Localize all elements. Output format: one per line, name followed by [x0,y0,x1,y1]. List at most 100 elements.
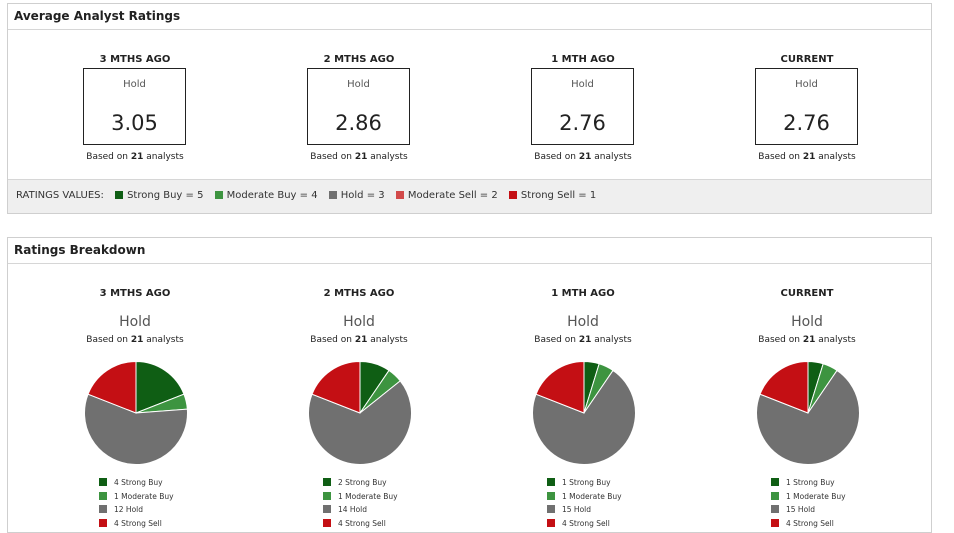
pie-slice-strong-sell [759,361,809,414]
based-on-text: Based on 21 analysts [310,152,408,162]
avg-col-3-months-ago: 3 MTHS AGO [35,54,235,65]
based-on-text: Based on 21 analysts [758,152,856,162]
strong-sell-swatch [99,518,107,527]
rating-label: Hold [791,314,823,330]
strong-buy-swatch [547,478,555,486]
legend-item-moderate-buy: 1 Moderate Buy [547,490,622,504]
pie-slice-hold [532,369,636,465]
legend-item-strong-sell: 4 Strong Sell [323,517,398,531]
avg-rating-box: Hold 2.86 [307,68,410,145]
based-on-text: Based on 21 analysts [534,152,632,162]
pie-chart [532,361,636,465]
ratings-breakdown-panel: Ratings Breakdown 3 MTHS AGO Hold Based … [7,237,932,533]
moderate-buy-swatch [99,491,107,500]
analyst-count: 21 [354,152,368,162]
pie-legend: 1 Strong Buy 1 Moderate Buy 15 Hold 4 St… [771,476,846,530]
period-label: 1 MTH AGO [551,288,615,299]
rating-label: Hold [119,314,151,330]
legend-item-strong-buy: 1 Strong Buy [547,476,622,490]
based-on-text: Based on 21 analysts [758,335,856,345]
analyst-count: 21 [130,152,144,162]
strong-sell-swatch [547,518,555,527]
analyst-count: 21 [578,152,592,162]
pie-slice-strong-buy [135,361,185,414]
hold-swatch [323,505,331,513]
legend-item-moderate-buy: 1 Moderate Buy [323,490,398,504]
analyst-count: 21 [578,335,592,345]
rating-label: Hold [571,79,594,90]
based-on-text: Based on 21 analysts [86,152,184,162]
period-label: 3 MTHS AGO [99,54,171,65]
ratings-breakdown-title: Ratings Breakdown [8,238,931,264]
pie-chart [308,361,412,465]
legend-item-strong-sell: 4 Strong Sell [547,517,622,531]
hold-swatch [547,505,555,513]
breakdown-col-2-months-ago: 2 MTHS AGO Hold Based on 21 analysts [259,288,459,345]
legend-item-hold: 15 Hold [771,503,846,517]
ratings-values-bar: RATINGS VALUES: Strong Buy = 5 Moderate … [8,179,931,213]
ratings-values-label: RATINGS VALUES: [16,190,104,201]
hold-swatch [99,505,107,513]
analyst-count: 21 [802,152,816,162]
rating-score: 3.05 [111,111,158,135]
moderate-sell-swatch [395,191,404,199]
strong-buy-swatch [323,478,331,486]
pie-slice-hold [756,369,860,465]
period-label: 1 MTH AGO [551,54,615,65]
period-label: 2 MTHS AGO [323,288,395,299]
rating-label: Hold [567,314,599,330]
period-label: CURRENT [780,288,834,299]
legend-item-strong-buy: 4 Strong Buy [99,476,174,490]
legend-item-hold: 12 Hold [99,503,174,517]
moderate-buy-swatch [547,491,555,500]
pie-chart [84,361,188,465]
pie-legend: 4 Strong Buy 1 Moderate Buy 12 Hold 4 St… [99,476,174,530]
analyst-count: 21 [802,335,816,345]
strong-sell-swatch [771,518,779,527]
average-ratings-panel: Average Analyst Ratings 3 MTHS AGO Hold … [7,3,932,214]
pie-slice-hold [84,393,188,465]
legend-item-strong-sell: 4 Strong Sell [99,517,174,531]
period-label: 3 MTHS AGO [99,288,171,299]
pie-slice-strong-sell [311,361,361,414]
value-item-hold: Hold = 3 [328,180,385,211]
rating-score: 2.76 [783,111,830,135]
legend-item-hold: 15 Hold [547,503,622,517]
avg-col-current: CURRENT [707,54,907,65]
legend-item-strong-buy: 1 Strong Buy [771,476,846,490]
avg-rating-box: Hold 2.76 [755,68,858,145]
value-item-moderate-buy: Moderate Buy = 4 [214,180,318,211]
pie-chart [756,361,860,465]
rating-label: Hold [343,314,375,330]
pie-slice-hold [308,380,412,465]
period-label: 2 MTHS AGO [323,54,395,65]
average-ratings-title: Average Analyst Ratings [8,4,931,30]
strong-buy-swatch [771,478,779,486]
avg-rating-box: Hold 2.76 [531,68,634,145]
pie-legend: 1 Strong Buy 1 Moderate Buy 15 Hold 4 St… [547,476,622,530]
hold-swatch [328,191,337,199]
moderate-buy-swatch [214,191,223,199]
rating-score: 2.86 [335,111,382,135]
breakdown-col-3-months-ago: 3 MTHS AGO Hold Based on 21 analysts [35,288,235,345]
avg-col-2-months-ago: 2 MTHS AGO [259,54,459,65]
value-item-strong-buy: Strong Buy = 5 [115,180,203,211]
moderate-buy-swatch [771,491,779,500]
period-label: CURRENT [780,54,834,65]
strong-sell-swatch [323,518,331,527]
moderate-buy-swatch [323,491,331,500]
legend-item-moderate-buy: 1 Moderate Buy [771,490,846,504]
pie-slice-strong-sell [87,361,137,414]
strong-buy-swatch [115,191,124,199]
strong-buy-swatch [99,478,107,486]
based-on-text: Based on 21 analysts [310,335,408,345]
value-item-moderate-sell: Moderate Sell = 2 [395,180,498,211]
legend-item-moderate-buy: 1 Moderate Buy [99,490,174,504]
strong-sell-swatch [508,191,517,199]
rating-label: Hold [347,79,370,90]
analyst-count: 21 [130,335,144,345]
analyst-count: 21 [354,335,368,345]
legend-item-hold: 14 Hold [323,503,398,517]
based-on-text: Based on 21 analysts [86,335,184,345]
hold-swatch [771,505,779,513]
